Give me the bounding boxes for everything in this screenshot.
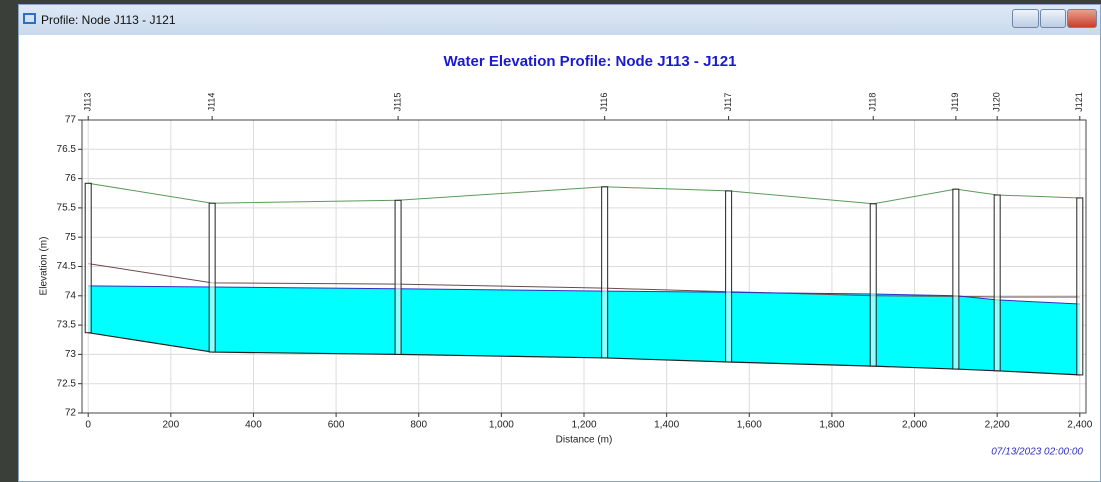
x-tick-label: 1,000 bbox=[489, 420, 514, 431]
node-label: J119 bbox=[950, 93, 960, 112]
node-label: J113 bbox=[83, 93, 93, 112]
node-label: J114 bbox=[207, 93, 217, 112]
node-label: J116 bbox=[599, 93, 609, 112]
x-tick-label: 1,600 bbox=[737, 420, 762, 431]
node-label: J120 bbox=[992, 92, 1002, 112]
node-label: J121 bbox=[1074, 92, 1084, 112]
y-tick-label: 72.5 bbox=[57, 378, 77, 389]
x-tick-label: 0 bbox=[85, 420, 91, 431]
node-manhole bbox=[1077, 198, 1083, 375]
node-manhole bbox=[994, 195, 1000, 371]
x-tick-label: 1,400 bbox=[654, 420, 679, 431]
node-label: J115 bbox=[392, 93, 402, 112]
y-tick-label: 77 bbox=[65, 115, 77, 126]
x-tick-label: 600 bbox=[328, 420, 345, 431]
y-tick-label: 72 bbox=[65, 408, 77, 419]
x-tick-label: 1,200 bbox=[571, 420, 596, 431]
y-tick-label: 76.5 bbox=[57, 144, 77, 155]
x-tick-label: 200 bbox=[162, 420, 179, 431]
node-manhole bbox=[870, 204, 876, 366]
y-tick-label: 75.5 bbox=[57, 203, 77, 214]
timestamp: 07/13/2023 02:00:00 bbox=[991, 447, 1083, 458]
node-manhole bbox=[602, 187, 608, 358]
y-tick-label: 76 bbox=[65, 173, 77, 184]
node-manhole bbox=[209, 203, 215, 352]
node-manhole bbox=[726, 191, 732, 362]
x-tick-label: 1,800 bbox=[819, 420, 844, 431]
node-manhole bbox=[85, 183, 91, 332]
node-label: J117 bbox=[723, 93, 733, 112]
node-label: J118 bbox=[868, 93, 878, 112]
node-manhole bbox=[953, 189, 959, 369]
x-tick-label: 800 bbox=[410, 420, 427, 431]
chart-title: Water Elevation Profile: Node J113 - J12… bbox=[444, 53, 737, 70]
x-axis-label: Distance (m) bbox=[556, 435, 613, 446]
y-tick-label: 73 bbox=[65, 349, 77, 360]
x-tick-label: 2,000 bbox=[902, 420, 927, 431]
x-tick-label: 2,200 bbox=[985, 420, 1010, 431]
node-manhole bbox=[395, 200, 401, 354]
y-tick-label: 74 bbox=[65, 290, 77, 301]
x-tick-label: 2,400 bbox=[1067, 420, 1092, 431]
y-tick-label: 73.5 bbox=[57, 320, 77, 331]
chart: Water Elevation Profile: Node J113 - J12… bbox=[0, 0, 1101, 482]
y-axis-label: Elevation (m) bbox=[39, 237, 50, 296]
screen: Profile: Node J113 - J121 Water Elevatio… bbox=[0, 0, 1101, 482]
y-tick-label: 75 bbox=[65, 232, 77, 243]
x-tick-label: 400 bbox=[245, 420, 262, 431]
y-tick-label: 74.5 bbox=[57, 261, 77, 272]
